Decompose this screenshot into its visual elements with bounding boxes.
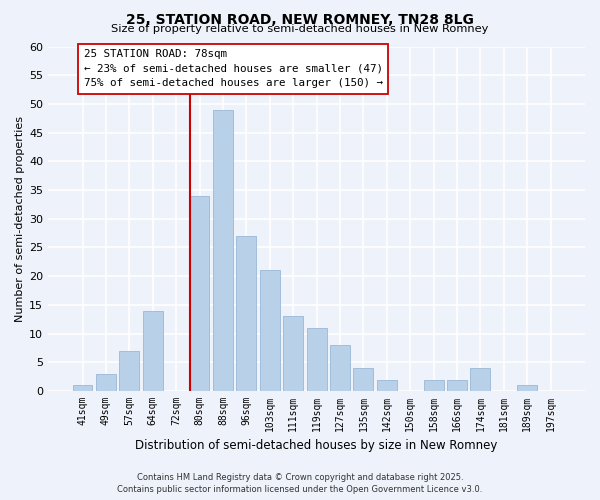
Bar [377, 380, 397, 391]
Bar [517, 386, 537, 391]
X-axis label: Distribution of semi-detached houses by size in New Romney: Distribution of semi-detached houses by … [136, 440, 498, 452]
Bar [330, 345, 350, 391]
Bar [190, 196, 209, 391]
Text: 25, STATION ROAD, NEW ROMNEY, TN28 8LG: 25, STATION ROAD, NEW ROMNEY, TN28 8LG [126, 12, 474, 26]
Bar [353, 368, 373, 391]
Bar [236, 236, 256, 391]
Bar [283, 316, 303, 391]
Text: Size of property relative to semi-detached houses in New Romney: Size of property relative to semi-detach… [112, 24, 488, 34]
Bar [424, 380, 443, 391]
Bar [143, 310, 163, 391]
Bar [260, 270, 280, 391]
Bar [213, 110, 233, 391]
Bar [307, 328, 326, 391]
Bar [96, 374, 116, 391]
Text: 25 STATION ROAD: 78sqm
← 23% of semi-detached houses are smaller (47)
75% of sem: 25 STATION ROAD: 78sqm ← 23% of semi-det… [83, 50, 383, 88]
Y-axis label: Number of semi-detached properties: Number of semi-detached properties [15, 116, 25, 322]
Bar [73, 386, 92, 391]
Text: Contains HM Land Registry data © Crown copyright and database right 2025.
Contai: Contains HM Land Registry data © Crown c… [118, 472, 482, 494]
Bar [470, 368, 490, 391]
Bar [447, 380, 467, 391]
Bar [119, 351, 139, 391]
